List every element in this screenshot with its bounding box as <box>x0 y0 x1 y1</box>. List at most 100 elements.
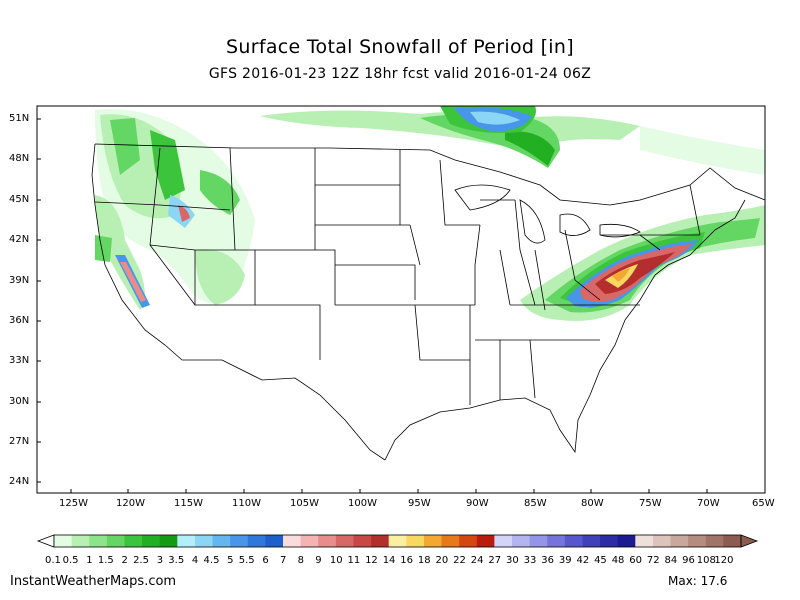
legend-label: 84 <box>664 555 678 566</box>
legend-swatch <box>476 535 495 547</box>
legend-swatch <box>353 535 372 547</box>
legend-frame <box>53 534 742 548</box>
legend-label: 3.5 <box>168 555 185 566</box>
legend-label: 7 <box>280 555 287 566</box>
legend-label: 2.5 <box>133 555 149 566</box>
lat-label: 36N <box>9 315 30 326</box>
legend-label: 0.5 <box>62 555 79 566</box>
legend-swatch <box>459 535 478 547</box>
legend-swatch <box>89 535 108 547</box>
legend-swatch <box>635 535 654 547</box>
max-value: Max: 17.6 <box>668 574 728 588</box>
map-subtitle: GFS 2016-01-23 12Z 18hr fcst valid 2016-… <box>208 66 592 82</box>
lon-label: 65W <box>752 498 775 509</box>
legend-label: 14 <box>382 555 396 566</box>
legend-arrow-right <box>740 534 759 548</box>
legend-label: 24 <box>470 555 484 566</box>
legend-label: 36 <box>541 555 554 566</box>
lat-label: 51N <box>9 113 30 124</box>
legend-label: 72 <box>646 555 660 566</box>
legend-label: 4.5 <box>203 555 220 566</box>
legend-swatch <box>230 535 249 547</box>
legend-swatch <box>318 535 337 547</box>
legend-label: 108 <box>696 555 716 566</box>
legend-swatch <box>371 535 390 547</box>
snow-east-coast-storm <box>520 205 765 321</box>
legend-swatch <box>335 535 354 547</box>
lon-label: 105W <box>290 498 319 509</box>
legend-label: 9 <box>315 555 322 566</box>
legend-label: 33 <box>523 555 537 566</box>
legend-swatch <box>142 535 161 547</box>
legend-label: 2 <box>121 555 128 566</box>
legend-label: 27 <box>488 555 502 566</box>
map-title: Surface Total Snowfall of Period [in] <box>226 36 574 58</box>
site-credit: InstantWeatherMaps.com <box>10 574 177 589</box>
legend-label: 16 <box>400 555 414 566</box>
legend-swatch <box>212 535 231 547</box>
legend-label: 120 <box>714 555 734 566</box>
legend-swatch <box>388 535 407 547</box>
lat-label: 24N <box>9 476 30 487</box>
lon-label: 75W <box>639 498 662 509</box>
snow-western-us <box>95 109 255 310</box>
lon-label: 125W <box>59 498 88 509</box>
legend-swatch <box>265 535 284 547</box>
legend-swatch <box>423 535 443 547</box>
lon-label: 110W <box>232 498 261 509</box>
legend-label: 5.5 <box>238 555 255 566</box>
legend-label: 48 <box>611 555 625 566</box>
legend-label: 0.1 <box>45 555 61 566</box>
legend-label: 39 <box>558 555 572 566</box>
legend-swatch <box>529 535 548 547</box>
legend-swatch <box>582 535 601 547</box>
legend-swatch <box>512 535 531 547</box>
lat-label: 45N <box>9 194 30 205</box>
legend-swatch <box>617 535 636 547</box>
legend-label: 3 <box>156 555 164 566</box>
legend-label: 5 <box>227 555 234 566</box>
legend-swatch <box>705 535 724 547</box>
plot-frame <box>36 105 766 494</box>
legend-label: 30 <box>506 555 519 566</box>
legend-label: 20 <box>435 555 449 566</box>
lat-label: 30N <box>9 396 30 407</box>
lat-ticks <box>37 118 41 483</box>
legend-swatch <box>177 535 196 547</box>
lat-label: 39N <box>9 275 30 286</box>
legend-swatch <box>723 535 742 547</box>
legend-swatch <box>547 535 566 547</box>
lon-label: 100W <box>348 498 377 509</box>
legend-swatch <box>494 535 513 547</box>
legend-label: 45 <box>594 555 607 566</box>
legend-swatch <box>406 535 425 547</box>
legend-label: 18 <box>417 555 431 566</box>
legend-swatch <box>670 535 689 547</box>
legend-swatch <box>159 535 178 547</box>
legend-label: 1 <box>86 555 93 566</box>
boundaries <box>91 143 765 461</box>
legend-swatch <box>54 535 73 547</box>
snow-canada-band <box>260 106 765 175</box>
legend-label: 1.5 <box>97 555 114 566</box>
legend-swatch <box>300 535 319 547</box>
legend-label: 22 <box>453 555 466 566</box>
legend-swatch <box>106 535 125 547</box>
legend-label: 4 <box>191 555 199 566</box>
lon-label: 70W <box>697 498 720 509</box>
legend-bar <box>36 534 759 548</box>
legend-swatch <box>441 535 460 547</box>
legend-label: 42 <box>576 555 590 566</box>
lon-ticks <box>70 489 766 493</box>
legend-swatch <box>600 535 619 547</box>
legend-swatch <box>124 535 143 547</box>
lon-label: 115W <box>174 498 203 509</box>
legend-swatch <box>71 535 90 547</box>
legend-label: 12 <box>365 555 378 566</box>
legend-swatch <box>688 535 707 547</box>
lat-label: 33N <box>9 355 30 366</box>
legend-swatch <box>652 535 672 547</box>
legend-label: 11 <box>347 555 361 566</box>
legend-label: 10 <box>329 555 343 566</box>
